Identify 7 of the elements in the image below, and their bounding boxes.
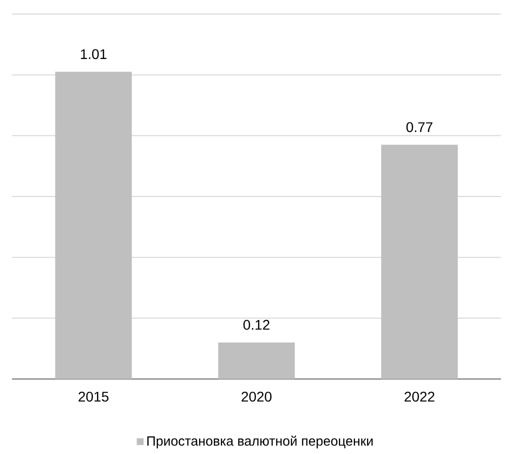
data-label: 0.12 [243, 320, 270, 330]
data-label: 1.01 [80, 49, 106, 60]
legend-label: Приостановка валютной переоценки [147, 436, 373, 448]
x-tick-label: 2022 [404, 392, 434, 402]
x-tick-label: 2015 [78, 392, 108, 402]
data-label: 0.77 [406, 122, 432, 132]
x-tick-label: 2020 [242, 392, 272, 402]
